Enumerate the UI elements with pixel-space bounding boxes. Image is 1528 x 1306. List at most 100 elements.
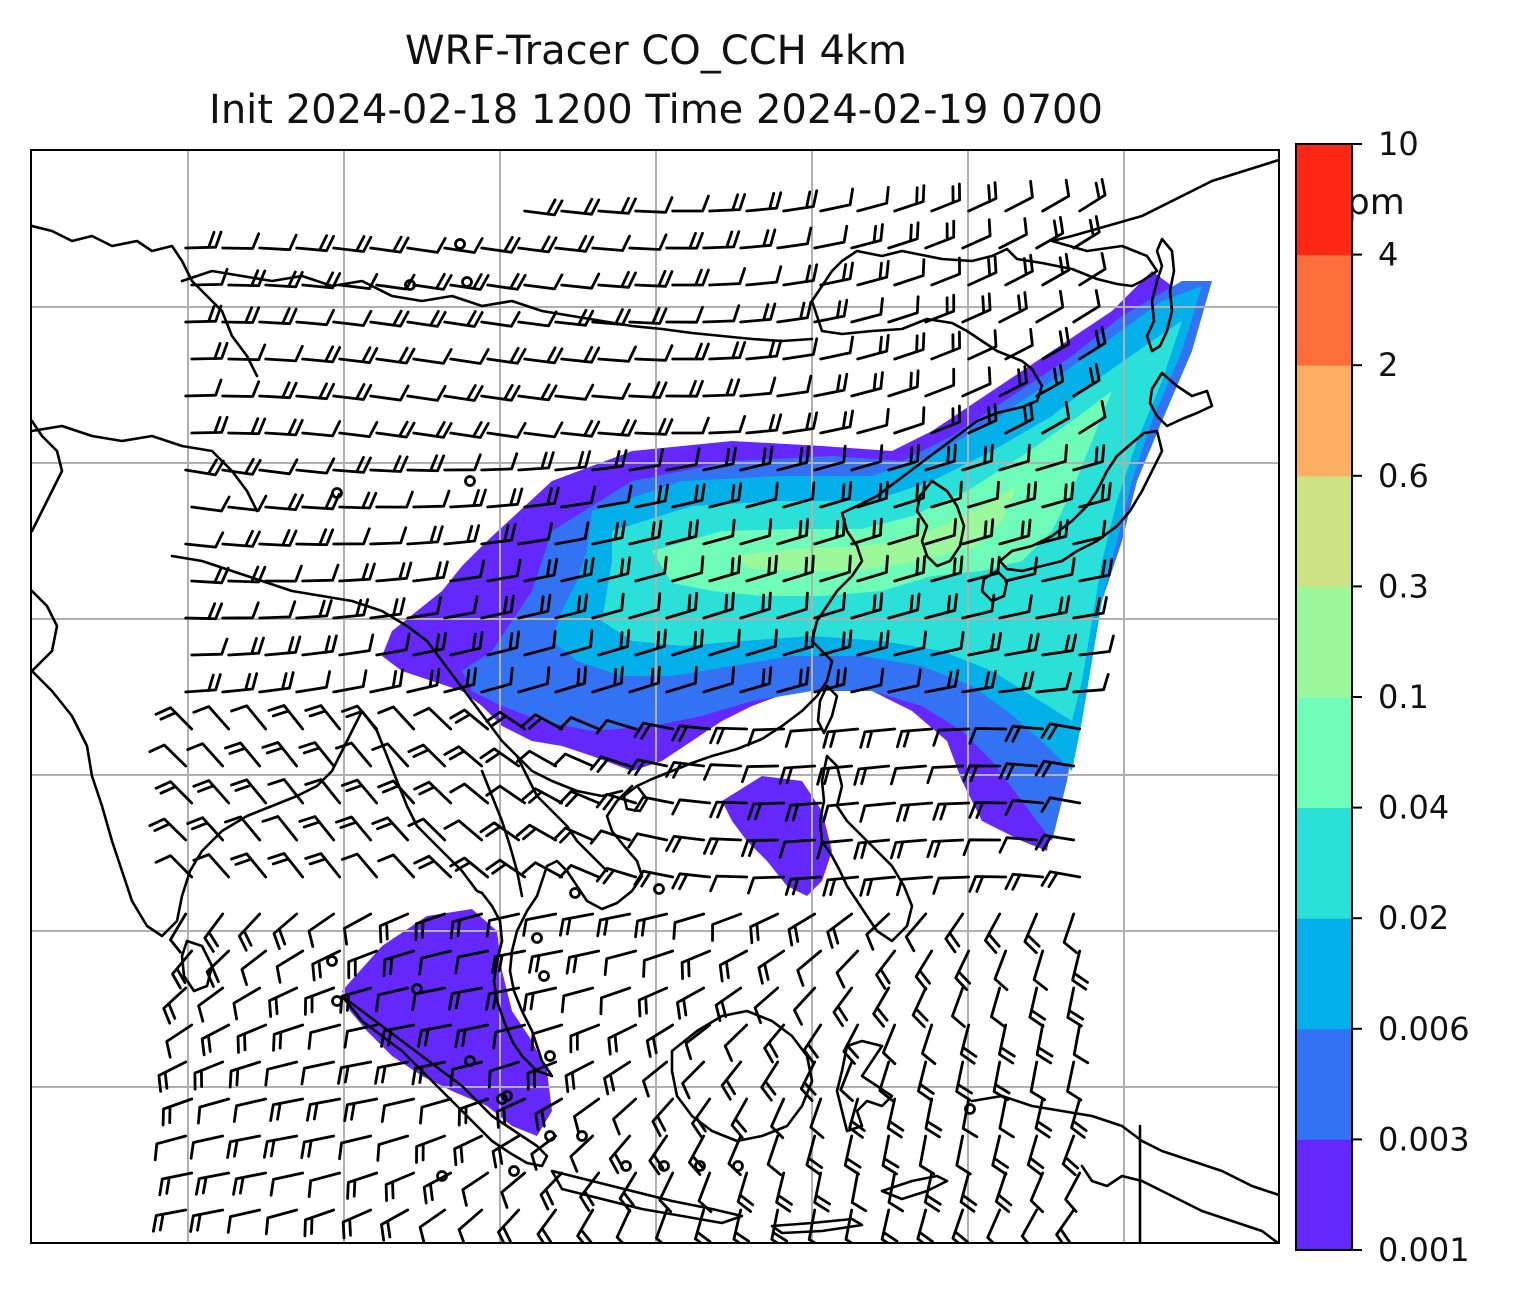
wind-barb xyxy=(301,634,338,657)
wind-barb xyxy=(480,452,519,472)
wind-barb xyxy=(375,490,414,509)
wind-barb xyxy=(930,631,965,657)
wind-barb xyxy=(161,1097,194,1127)
wind-barb xyxy=(227,343,267,362)
wind-barb xyxy=(962,764,1002,783)
wind-barb xyxy=(154,854,194,879)
coastline-russia-okhotsk xyxy=(810,158,1278,409)
wind-barb xyxy=(192,779,231,805)
wind-barb xyxy=(487,1060,521,1089)
wind-barb xyxy=(335,815,373,842)
colorbar-tick-label: 0.003 xyxy=(1378,1120,1470,1158)
wind-barb xyxy=(671,268,710,287)
wind-barb xyxy=(597,418,637,437)
wind-barb xyxy=(802,1023,823,1065)
wind-barb xyxy=(968,801,1008,819)
wind-barb xyxy=(881,1134,900,1176)
wind-barb xyxy=(918,1134,936,1176)
wind-barb xyxy=(850,297,884,324)
wind-barb xyxy=(991,1134,1009,1176)
wind-barb xyxy=(407,743,447,768)
wind-barb xyxy=(1029,1060,1047,1102)
wind-barb xyxy=(407,817,447,842)
wind-barb xyxy=(480,666,514,694)
wind-barb xyxy=(523,346,564,365)
wind-barb xyxy=(1041,400,1071,435)
wind-barb xyxy=(634,628,667,657)
wind-barb xyxy=(782,554,815,583)
wind-barb xyxy=(749,912,780,945)
wind-barb xyxy=(1072,673,1110,694)
wind-barb xyxy=(603,949,638,976)
wind-barb xyxy=(190,267,229,287)
wind-barb xyxy=(671,342,710,361)
wind-barb xyxy=(264,418,304,437)
wind-barb xyxy=(694,1208,712,1242)
wind-barb xyxy=(515,749,558,768)
wind-barb xyxy=(967,403,998,435)
wind-barb xyxy=(406,525,444,546)
wind-barb xyxy=(968,727,1008,745)
wind-barb xyxy=(887,517,920,546)
wind-barb xyxy=(782,411,819,435)
wind-barb xyxy=(962,838,1002,857)
wind-barb xyxy=(741,764,780,784)
wind-barb xyxy=(932,875,971,895)
wind-barb xyxy=(261,741,299,768)
wind-barb xyxy=(628,665,661,694)
wind-barb xyxy=(930,555,964,583)
wind-barb xyxy=(739,376,777,398)
wind-barb xyxy=(628,233,668,251)
wind-barb xyxy=(856,407,890,435)
wind-barb xyxy=(924,518,957,546)
wind-barb xyxy=(369,668,404,694)
wind-barb xyxy=(994,1171,1013,1213)
wind-barb xyxy=(369,455,409,473)
coastline-borneo xyxy=(670,1009,814,1143)
calm-wind-marker xyxy=(461,276,473,288)
wind-barb xyxy=(480,310,521,328)
wind-barb xyxy=(887,295,920,324)
wind-barb xyxy=(264,1060,299,1087)
wind-barb xyxy=(1041,633,1078,657)
wind-barb xyxy=(951,1208,969,1242)
wind-barb xyxy=(1041,326,1071,361)
wind-barb xyxy=(500,1171,527,1209)
wind-barb xyxy=(1035,444,1068,472)
border-northwest xyxy=(32,224,259,378)
wind-barb xyxy=(702,304,741,324)
wind-barb xyxy=(887,1171,905,1213)
wind-barb xyxy=(745,554,778,583)
wind-barb xyxy=(904,912,928,953)
wind-barb xyxy=(1066,986,1085,1028)
wind-barb xyxy=(192,705,231,731)
wind-barb xyxy=(554,666,587,694)
wind-barb xyxy=(896,727,934,749)
wind-barb xyxy=(227,565,267,584)
wind-barb xyxy=(961,443,994,472)
wind-barb xyxy=(784,727,823,748)
wind-barb xyxy=(708,415,747,435)
wind-barb xyxy=(1023,912,1041,955)
colorbar-tick-label: 4 xyxy=(1378,236,1398,274)
wind-barb xyxy=(850,667,885,694)
wind-barb xyxy=(923,1171,942,1213)
wind-barb xyxy=(443,819,484,842)
colorbar-band xyxy=(1296,918,1352,1030)
wind-barb xyxy=(1004,179,1034,213)
wind-barb xyxy=(449,856,490,879)
wind-barb xyxy=(536,1208,558,1242)
wind-barb xyxy=(634,483,670,509)
wind-barb xyxy=(967,555,1001,583)
wind-barb xyxy=(967,480,1000,509)
wind-barb xyxy=(633,721,675,740)
wind-barb xyxy=(338,491,378,510)
wind-barb xyxy=(1072,363,1101,398)
wind-barb xyxy=(924,367,956,398)
wind-barb xyxy=(412,273,453,291)
wind-barb xyxy=(954,949,972,991)
wind-barb xyxy=(517,522,553,546)
wind-barb xyxy=(486,346,527,365)
wind-barb xyxy=(1004,632,1040,657)
wind-barb xyxy=(1028,986,1047,1028)
